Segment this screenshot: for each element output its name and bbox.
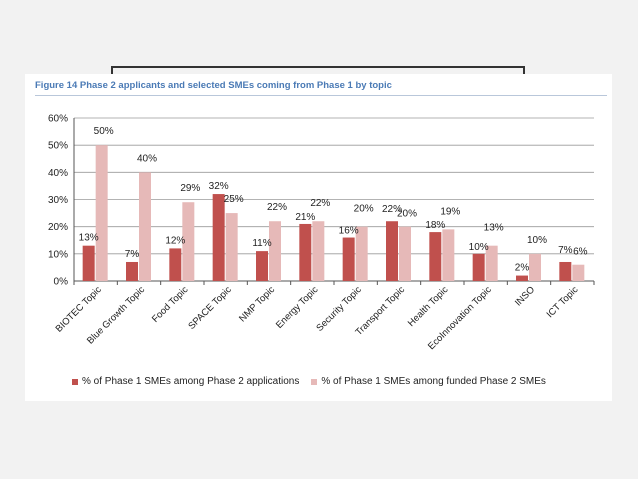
x-category-label: Health Topic bbox=[406, 284, 451, 329]
bar-series2 bbox=[442, 229, 455, 281]
data-label-series2: 22% bbox=[267, 202, 287, 213]
data-label-series2: 20% bbox=[354, 204, 374, 215]
bar-series1 bbox=[429, 232, 442, 281]
bar-series2 bbox=[529, 253, 541, 281]
bar-series2 bbox=[225, 213, 238, 281]
bar-series1 bbox=[82, 245, 95, 281]
data-label-series2: 10% bbox=[527, 235, 547, 246]
data-label-series2: 22% bbox=[310, 198, 330, 209]
legend-item-series2: % of Phase 1 SMEs among funded Phase 2 S… bbox=[311, 376, 546, 387]
legend-swatch-series2 bbox=[311, 378, 318, 385]
bar-series2 bbox=[572, 264, 585, 281]
bar-series1 bbox=[516, 275, 528, 281]
legend-swatch-series1 bbox=[72, 378, 78, 385]
legend-label-series1: % of Phase 1 SMEs among Phase 2 applicat… bbox=[82, 376, 300, 387]
bar-series1 bbox=[386, 221, 398, 281]
bar-series1 bbox=[169, 248, 182, 281]
title-rule bbox=[35, 95, 607, 96]
bar-series2 bbox=[399, 226, 411, 281]
bar-series1 bbox=[299, 223, 312, 281]
x-category-label: NMP Topic bbox=[237, 284, 277, 324]
data-label-series1: 7% bbox=[125, 249, 140, 260]
x-category-label: Energy Topic bbox=[274, 284, 321, 331]
y-tick-label: 20% bbox=[48, 222, 68, 233]
legend-label-series2: % of Phase 1 SMEs among funded Phase 2 S… bbox=[321, 376, 546, 387]
bar-series1 bbox=[342, 237, 355, 281]
data-label-series2: 25% bbox=[224, 194, 244, 205]
data-label-series1: 10% bbox=[469, 242, 489, 253]
data-label-series2: 20% bbox=[397, 209, 417, 220]
data-label-series1: 2% bbox=[515, 263, 530, 274]
bar-series2 bbox=[355, 226, 368, 281]
data-label-series2: 6% bbox=[573, 247, 588, 258]
legend-item-series1: % of Phase 1 SMEs among Phase 2 applicat… bbox=[72, 376, 299, 387]
data-label-series1: 18% bbox=[425, 220, 445, 231]
y-tick-label: 30% bbox=[48, 195, 68, 206]
y-tick-label: 50% bbox=[48, 141, 68, 152]
y-tick-label: 0% bbox=[54, 277, 69, 288]
data-label-series2: 50% bbox=[94, 126, 114, 137]
data-label-series1: 22% bbox=[382, 204, 402, 215]
data-label-series2: 13% bbox=[484, 223, 504, 234]
bar-series1 bbox=[559, 261, 572, 281]
y-tick-label: 60% bbox=[48, 114, 68, 125]
data-label-series1: 13% bbox=[79, 233, 99, 244]
y-tick-label: 40% bbox=[48, 168, 68, 179]
x-category-label: ICT Topic bbox=[545, 284, 581, 320]
data-label-series2: 29% bbox=[180, 183, 200, 194]
bar-series2 bbox=[312, 221, 325, 281]
data-label-series1: 21% bbox=[295, 212, 315, 223]
data-label-series2: 19% bbox=[440, 206, 460, 217]
bar-series1 bbox=[126, 261, 138, 281]
bar-series1 bbox=[256, 251, 268, 281]
bar-series2 bbox=[139, 172, 151, 281]
bar-series2 bbox=[95, 145, 108, 281]
bar-series2 bbox=[269, 221, 281, 281]
data-label-series1: 11% bbox=[252, 238, 271, 249]
data-label-series1: 12% bbox=[165, 235, 185, 246]
x-category-label: INSO bbox=[513, 284, 537, 308]
data-label-series1: 32% bbox=[209, 181, 229, 192]
data-label-series2: 40% bbox=[137, 153, 157, 164]
bar-series2 bbox=[485, 245, 498, 281]
bar-series2 bbox=[182, 202, 195, 281]
bar-series1 bbox=[212, 194, 225, 281]
x-category-label: Food Topic bbox=[150, 284, 191, 325]
data-label-series1: 7% bbox=[558, 245, 573, 256]
figure-title: Figure 14 Phase 2 applicants and selecte… bbox=[35, 80, 392, 91]
slide-frame bbox=[111, 66, 525, 80]
y-tick-label: 10% bbox=[48, 249, 68, 260]
data-label-series1: 16% bbox=[339, 226, 359, 237]
x-category-label: SPACE Topic bbox=[186, 284, 234, 332]
bar-series1 bbox=[472, 253, 485, 281]
chart-legend: % of Phase 1 SMEs among Phase 2 applicat… bbox=[72, 376, 558, 387]
